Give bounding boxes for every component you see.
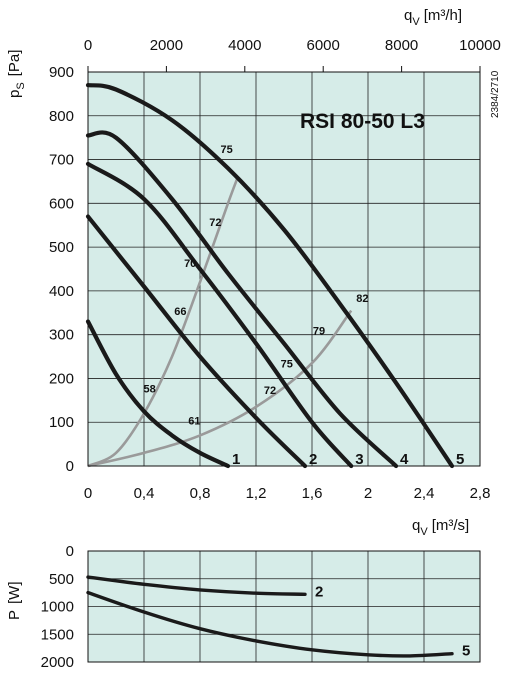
pressure-curve-4	[85, 130, 399, 469]
efficiency-label: 79	[313, 326, 325, 338]
power-curve-label-2: 2	[315, 583, 323, 600]
y-tick-label: 700	[49, 152, 74, 169]
top-axis-label: qV [m³/h]	[404, 7, 462, 28]
top-axis-label-symbol: q	[404, 7, 412, 24]
power-y-tick-label: 0	[66, 543, 74, 560]
main-plot-frame	[87, 71, 481, 467]
curve-labels: 1 2 3 4 5	[232, 451, 464, 468]
main-plot-background	[88, 72, 480, 466]
efficiency-label: 75	[220, 144, 232, 156]
power-y-axis-label: P [W]	[6, 581, 23, 620]
y-tick-labels: 0 100 200 300 400 500 600 700 800 900	[49, 64, 74, 475]
side-code: 2384/2710	[490, 70, 501, 118]
svg-text:pS[Pa]: pS [Pa]	[6, 50, 27, 98]
efficiency-label: 72	[209, 217, 221, 229]
y-axis-label-sub: S	[15, 82, 27, 89]
y-tick-label: 600	[49, 195, 74, 212]
y-tick-label: 200	[49, 370, 74, 387]
x-axis-label-symbol: q	[412, 517, 420, 534]
pressure-curve-2	[85, 214, 308, 469]
x-tick-label: 0,4	[134, 485, 155, 502]
top-axis-label-unit: [m³/h]	[424, 7, 462, 24]
curve-label-5: 5	[456, 451, 464, 468]
power-y-axis-symbol: P	[6, 610, 23, 620]
svg-text:P[W]: P [W]	[6, 581, 23, 620]
power-plot-frame	[87, 550, 481, 663]
pressure-curve-3	[85, 161, 354, 469]
top-tick-label: 2000	[150, 37, 183, 54]
power-y-tick-label: 2000	[41, 654, 74, 671]
efficiency-label: 61	[188, 415, 200, 427]
y-axis-label: pS [Pa]	[6, 50, 27, 98]
efficiency-label: 66	[174, 306, 186, 318]
y-tick-label: 800	[49, 108, 74, 125]
x-tick-label: 1,6	[302, 485, 323, 502]
top-axis-label-sub: V	[412, 16, 420, 28]
top-tick-labels: 0 2000 4000 6000 8000 10000	[84, 37, 501, 54]
power-y-tick-labels: 0 500 1000 1500 2000	[41, 543, 74, 671]
x-axis-label-sub: V	[420, 526, 428, 538]
y-axis-label-unit: [Pa]	[6, 50, 23, 77]
efficiency-label: 58	[143, 383, 155, 395]
curve-label-4: 4	[400, 451, 409, 468]
x-tick-label: 1,2	[246, 485, 267, 502]
x-tick-label: 0	[84, 485, 92, 502]
x-tick-label: 2,4	[414, 485, 435, 502]
efficiency-labels: 75 72 70 66 58 61 72 75 79 82	[143, 144, 368, 427]
chart-title: RSI 80-50 L3	[300, 110, 425, 133]
x-axis-label-unit: [m³/s]	[432, 517, 470, 534]
top-tick-label: 4000	[228, 37, 261, 54]
top-tick-label: 10000	[459, 37, 501, 54]
power-curves	[86, 575, 454, 658]
x-tick-label: 0,8	[190, 485, 211, 502]
x-tick-labels: 0 0,4 0,8 1,2 1,6 2 2,4 2,8	[84, 485, 491, 502]
power-y-tick-label: 500	[49, 571, 74, 588]
power-curve-label-5: 5	[462, 643, 470, 660]
power-y-tick-label: 1000	[41, 599, 74, 616]
y-tick-label: 100	[49, 414, 74, 431]
top-tick-label: 6000	[307, 37, 340, 54]
y-tick-label: 400	[49, 283, 74, 300]
efficiency-label: 82	[356, 293, 368, 305]
efficiency-lines	[87, 176, 353, 468]
y-tick-label: 500	[49, 239, 74, 256]
pressure-curves	[85, 83, 455, 469]
power-y-tick-label: 1500	[41, 626, 74, 643]
top-tick-label: 8000	[385, 37, 418, 54]
power-curve-5	[86, 590, 454, 658]
x-tick-label: 2	[364, 485, 372, 502]
power-y-axis-unit: [W]	[6, 581, 23, 604]
power-curve-labels: 25	[315, 583, 470, 659]
y-tick-label: 300	[49, 327, 74, 344]
pressure-curve-1	[85, 319, 231, 469]
efficiency-label: 70	[184, 258, 196, 270]
efficiency-line	[87, 176, 240, 468]
efficiency-line	[87, 309, 353, 468]
y-tick-label: 0	[66, 458, 74, 475]
pressure-curve-5	[85, 83, 455, 469]
curve-label-3: 3	[355, 451, 363, 468]
curve-label-2: 2	[309, 451, 317, 468]
curve-label-1: 1	[232, 451, 240, 468]
efficiency-label: 75	[281, 359, 293, 371]
top-tick-label: 0	[84, 37, 92, 54]
x-tick-label: 2,8	[470, 485, 491, 502]
x-axis-label: qV [m³/s]	[412, 517, 469, 538]
y-axis-label-symbol: p	[6, 90, 23, 98]
y-tick-label: 900	[49, 64, 74, 81]
efficiency-label: 72	[264, 385, 276, 397]
power-curve-2	[86, 575, 307, 596]
